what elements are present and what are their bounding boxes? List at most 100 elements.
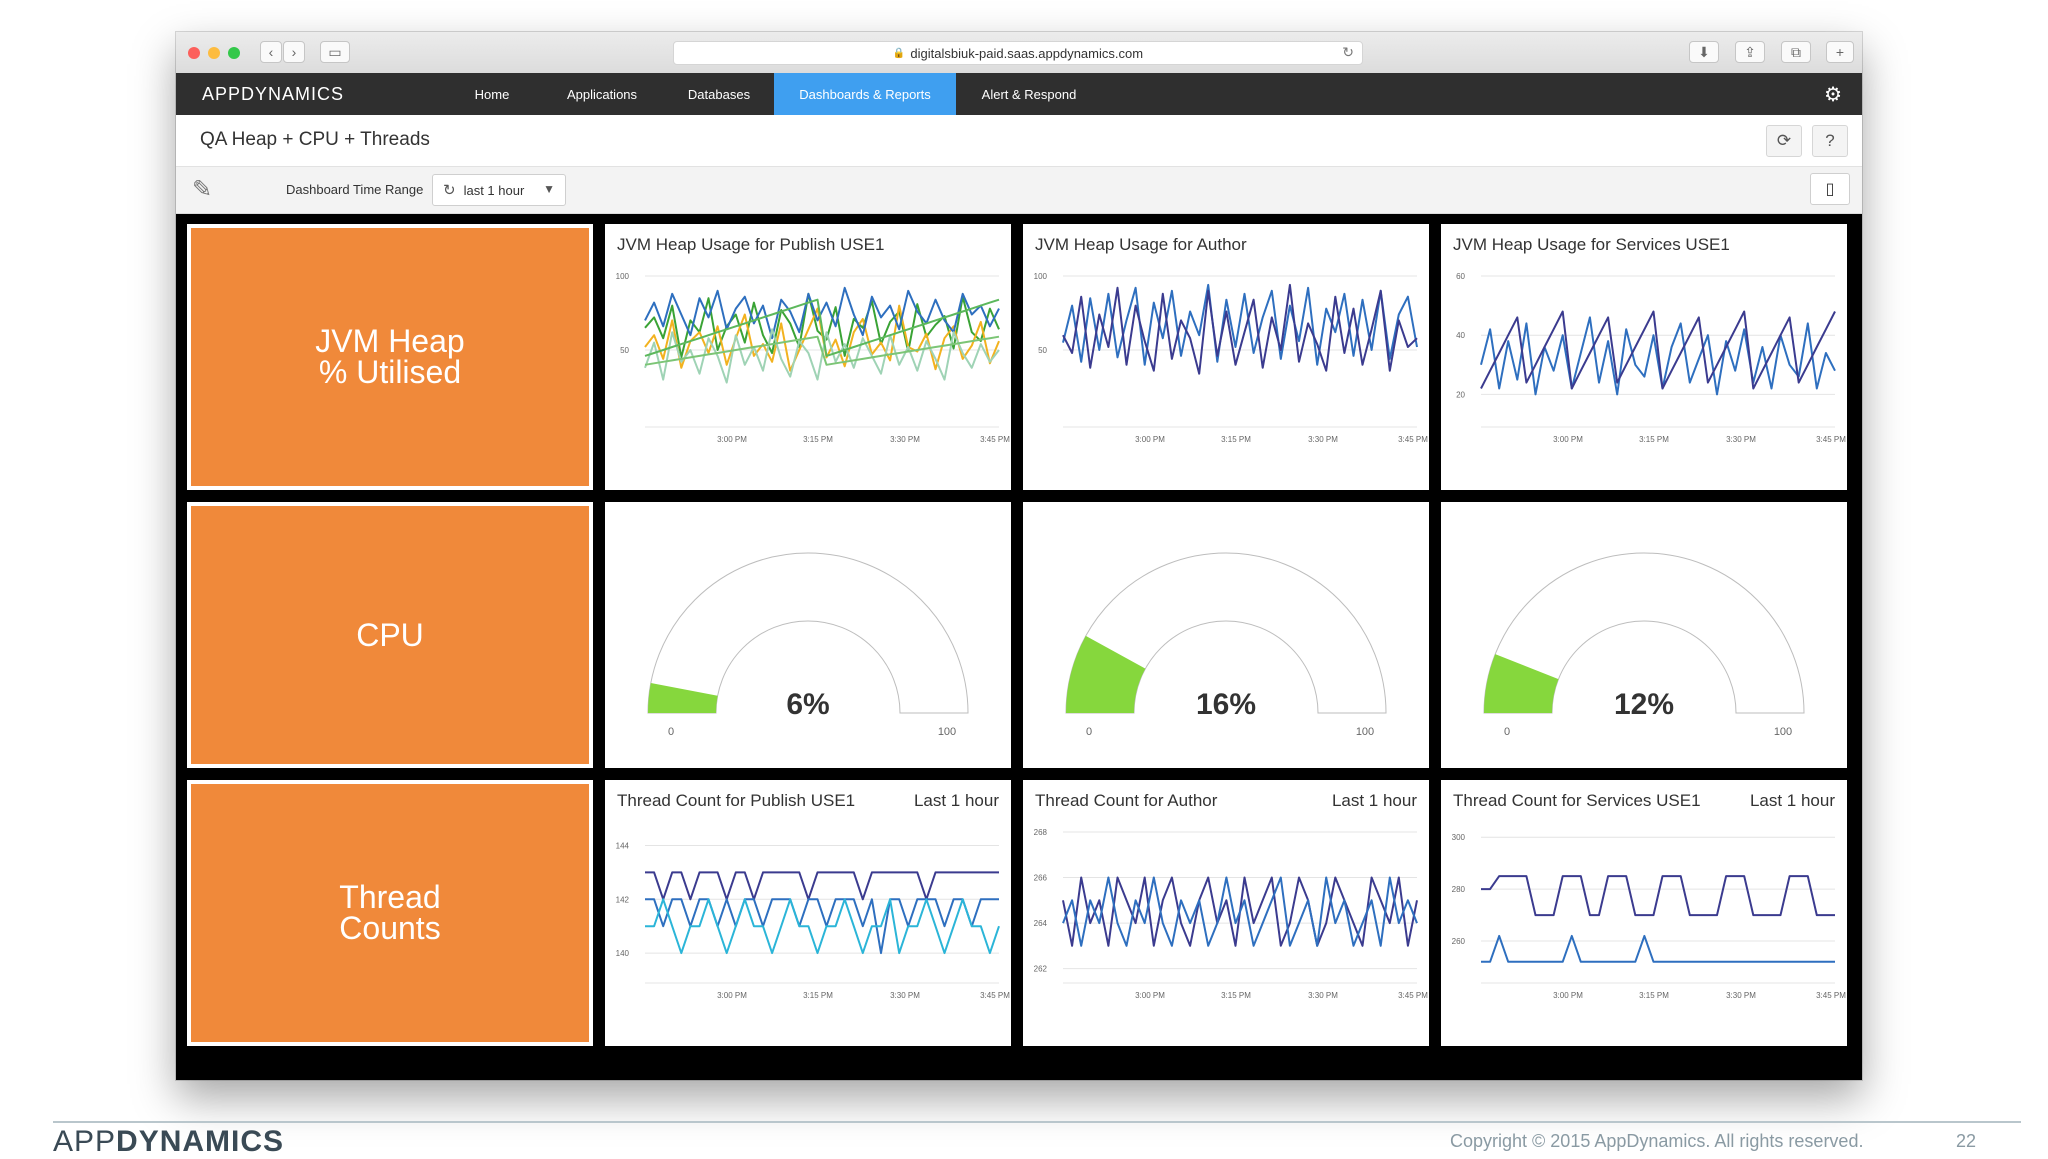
help-button[interactable]: ? <box>1812 125 1848 157</box>
mobile-view-button[interactable]: ▯ <box>1810 173 1850 205</box>
share-icon: ⇪ <box>1744 43 1756 60</box>
refresh-icon: ⟳ <box>1776 131 1792 150</box>
y-tick-label: 264 <box>1034 919 1048 928</box>
nav-applications[interactable]: Applications <box>566 86 638 102</box>
chart-svg: 6% 0 100 <box>647 552 969 738</box>
tabs-button[interactable]: ⧉ <box>1781 41 1811 63</box>
share-button[interactable]: ⇪ <box>1735 41 1765 63</box>
widget-heap-services[interactable]: JVM Heap Usage for Services USE1 60 40 20 3:… <box>1441 224 1847 490</box>
browser-titlebar: ‹ › ▭ 🔒 digitalsbiuk-paid.saas.appdynami… <box>176 32 1862 74</box>
series-line-1 <box>1480 310 1836 390</box>
widget-cpu-services[interactable]: 12% 0 100 <box>1441 502 1847 768</box>
zoom-window-button[interactable] <box>228 47 240 59</box>
y-tick-label: 50 <box>620 346 629 355</box>
y-tick-label: 40 <box>1456 331 1465 340</box>
gauge-value: 16% <box>1196 688 1256 721</box>
widget-threads-services[interactable]: Thread Count for Services USE1 Last 1 hou… <box>1441 780 1847 1046</box>
x-tick-label: 3:00 PM <box>1135 991 1165 1000</box>
widget-title: Thread Count for Author <box>1035 791 1218 810</box>
browser-window: ‹ › ▭ 🔒 digitalsbiuk-paid.saas.appdynami… <box>176 32 1862 1080</box>
y-tick-label: 60 <box>1456 272 1465 281</box>
y-tick-label: 260 <box>1452 937 1466 946</box>
y-tick-label: 50 <box>1038 346 1047 355</box>
tile-jvm-heap: JVM Heap % Utilised <box>187 224 593 490</box>
y-tick-label: 266 <box>1034 874 1048 883</box>
tile-thread-counts: Thread Counts <box>187 780 593 1046</box>
series-line-1 <box>1062 876 1418 947</box>
series-line-1 <box>1062 283 1418 375</box>
y-tick-label: 300 <box>1452 833 1466 842</box>
x-tick-label: 3:45 PM <box>1398 991 1428 1000</box>
downloads-button[interactable]: ⬇ <box>1689 41 1719 63</box>
edit-pencil-icon[interactable]: ✎ <box>192 176 213 203</box>
y-tick-label: 140 <box>616 949 630 958</box>
dashboard-grid: JVM Heap % Utilised CPU Thread Counts JV… <box>176 214 1862 1080</box>
series-line-1 <box>645 898 999 955</box>
series-line-2 <box>644 286 1000 340</box>
address-bar[interactable]: 🔒 digitalsbiuk-paid.saas.appdynamics.com… <box>673 41 1363 65</box>
nav-databases[interactable]: Databases <box>687 86 751 102</box>
gear-icon[interactable]: ⚙ <box>1824 84 1842 106</box>
back-button[interactable]: ‹ <box>260 41 282 63</box>
page-title: QA Heap + CPU + Threads <box>200 129 430 150</box>
close-window-button[interactable] <box>188 47 200 59</box>
reload-icon[interactable]: ↻ <box>1342 44 1354 60</box>
gauge-track <box>647 552 969 714</box>
x-tick-label: 3:45 PM <box>1816 991 1846 1000</box>
gauge-min-label: 0 <box>1086 726 1092 738</box>
minimize-window-button[interactable] <box>208 47 220 59</box>
x-tick-label: 3:45 PM <box>980 435 1010 444</box>
gauge-min-label: 0 <box>668 726 674 738</box>
appdynamics-logo[interactable]: APPDYNAMICS <box>202 84 345 104</box>
gauge-value: 6% <box>786 688 829 721</box>
time-range-dropdown[interactable]: ↻ last 1 hour ▼ <box>432 174 566 206</box>
widget-threads-author[interactable]: Thread Count for Author Last 1 hour 268 266… <box>1023 780 1429 1046</box>
footer-divider <box>53 1121 2021 1123</box>
gauge-max-label: 100 <box>1356 726 1374 738</box>
x-tick-label: 3:15 PM <box>1639 991 1669 1000</box>
x-tick-label: 3:45 PM <box>1398 435 1428 444</box>
widget-heap-author[interactable]: JVM Heap Usage for Author 100 50 3:00 PM 3:1… <box>1023 224 1429 490</box>
widget-cpu-publish[interactable]: 6% 0 100 <box>605 502 1011 768</box>
download-icon: ⬇ <box>1698 43 1710 60</box>
footer-logo: APPDYNAMICS <box>53 1125 284 1159</box>
chart-svg: JVM Heap Usage for Services USE1 60 40 20 3:… <box>1453 235 1846 444</box>
gauge-min-label: 0 <box>1504 726 1510 738</box>
new-tab-button[interactable]: + <box>1826 41 1854 63</box>
series-line-0 <box>1481 875 1835 917</box>
widget-heap-publish[interactable]: JVM Heap Usage for Publish USE1 100 50 3:00… <box>605 224 1011 490</box>
widget-subtitle: Last 1 hour <box>1332 791 1417 810</box>
x-tick-label: 3:30 PM <box>1308 435 1338 444</box>
gauge-fill <box>1484 654 1559 713</box>
chart-svg: Thread Count for Author Last 1 hour 268 266… <box>1034 791 1429 1000</box>
forward-button[interactable]: › <box>283 41 305 63</box>
widget-title: JVM Heap Usage for Services USE1 <box>1453 235 1730 254</box>
nav-alert-respond[interactable]: Alert & Respond <box>981 86 1077 102</box>
widget-threads-publish[interactable]: Thread Count for Publish USE1 Last 1 hour… <box>605 780 1011 1046</box>
gauge-value: 12% <box>1614 688 1674 721</box>
refresh-button[interactable]: ⟳ <box>1766 125 1802 157</box>
nav-home[interactable]: Home <box>474 86 510 102</box>
y-tick-label: 262 <box>1034 965 1048 974</box>
widget-cpu-author[interactable]: 16% 0 100 <box>1023 502 1429 768</box>
series-line-1 <box>1481 934 1835 963</box>
series-line-0 <box>1062 283 1418 366</box>
tile-cpu: CPU <box>187 502 593 768</box>
nav-dashboards-reports[interactable]: Dashboards & Reports <box>774 73 956 115</box>
chart-svg: Thread Count for Services USE1 Last 1 hou… <box>1452 791 1847 1000</box>
gauge-max-label: 100 <box>938 726 956 738</box>
sidebar-toggle-button[interactable]: ▭ <box>320 41 350 63</box>
sidebar-icon: ▭ <box>328 43 342 60</box>
gauge-fill <box>1066 635 1146 713</box>
x-tick-label: 3:15 PM <box>1221 435 1251 444</box>
y-tick-label: 100 <box>616 272 630 281</box>
y-tick-label: 142 <box>616 895 630 904</box>
page-number: 22 <box>1956 1131 1977 1151</box>
time-range-label: Dashboard Time Range <box>286 182 424 197</box>
series-line-0 <box>645 871 999 901</box>
x-tick-label: 3:30 PM <box>1726 435 1756 444</box>
chart-svg: 12% 0 100 <box>1483 552 1805 738</box>
chart-svg: JVM Heap Usage for Publish USE1 100 50 3:00… <box>616 235 1011 444</box>
y-tick-label: 100 <box>1034 272 1048 281</box>
y-tick-label: 268 <box>1034 828 1048 837</box>
